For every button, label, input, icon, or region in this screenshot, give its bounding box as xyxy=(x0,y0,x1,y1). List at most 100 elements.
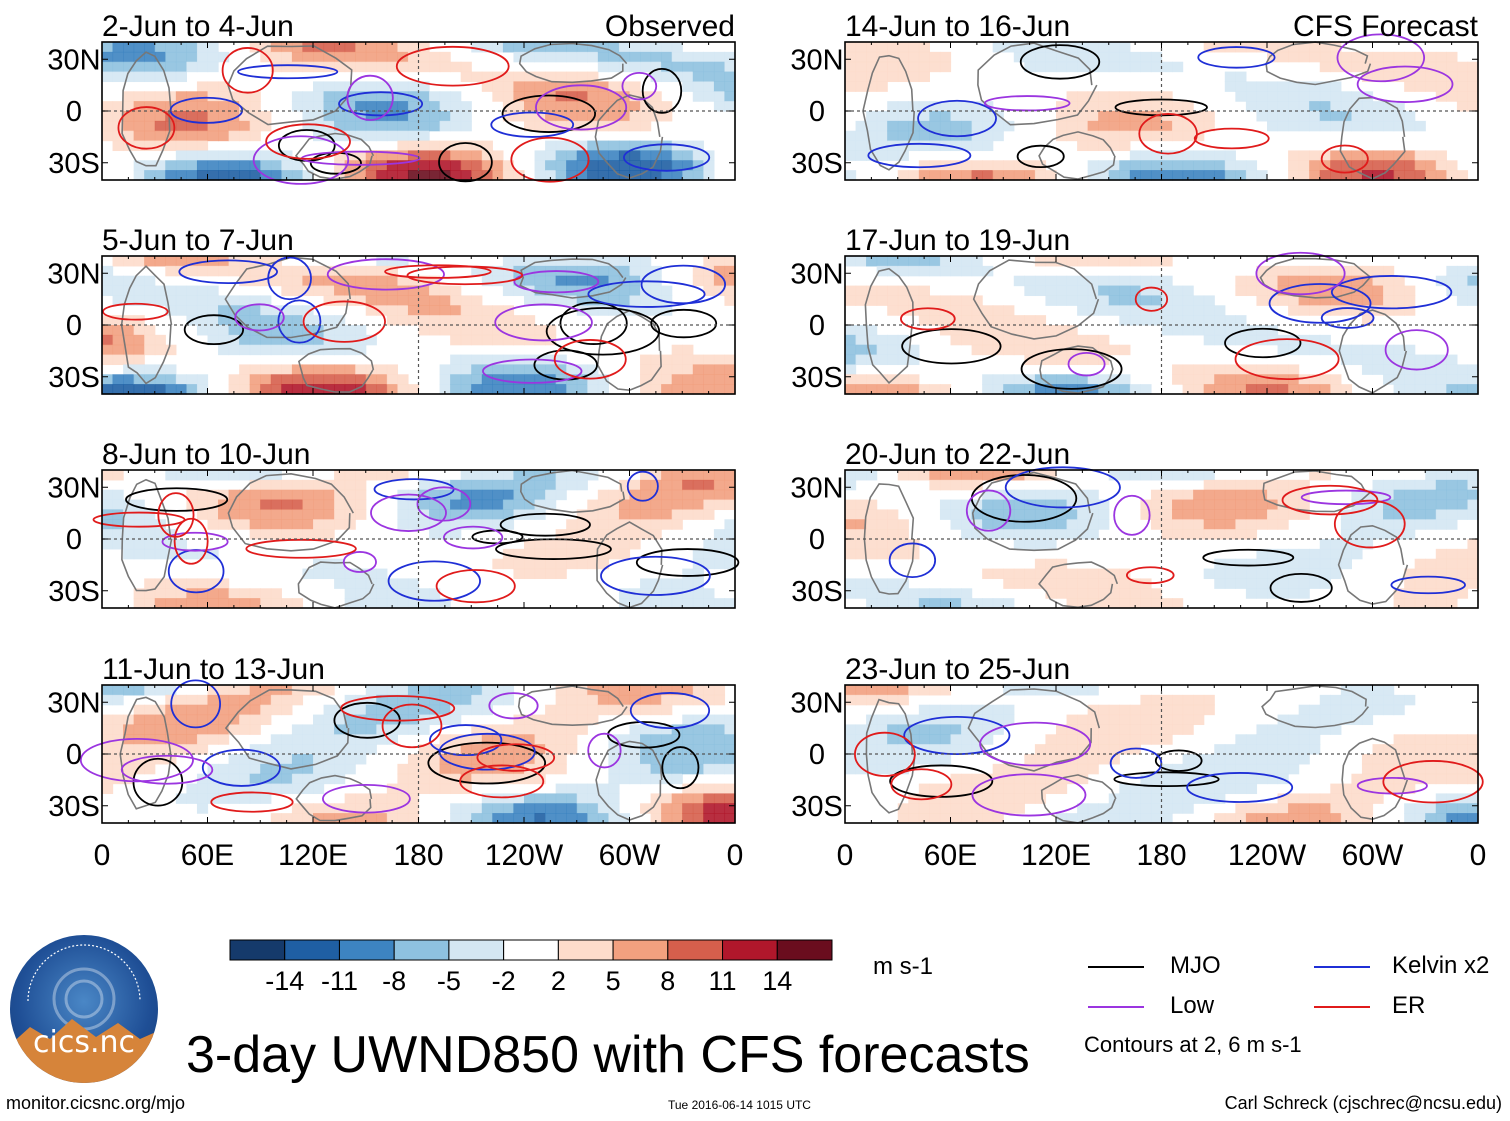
heatmap-cell xyxy=(281,384,293,395)
heatmap-cell xyxy=(650,744,662,755)
heatmap-cell xyxy=(587,548,599,560)
heatmap-cell xyxy=(260,265,272,277)
heatmap-cell xyxy=(386,275,398,287)
heatmap-cell xyxy=(1119,275,1131,287)
heatmap-cell xyxy=(876,81,888,92)
heatmap-cell xyxy=(418,140,430,152)
heatmap-cell xyxy=(1108,256,1120,267)
heatmap-cell xyxy=(618,140,631,152)
heatmap-cell xyxy=(897,470,909,481)
heatmap-cell xyxy=(323,714,335,726)
heatmap-cell xyxy=(1003,509,1015,520)
heatmap-cell xyxy=(481,325,493,336)
heatmap-cell xyxy=(450,694,462,706)
heatmap-cell xyxy=(186,51,198,63)
heatmap-cell xyxy=(355,384,367,395)
heatmap-cell xyxy=(908,470,920,481)
heatmap-cell xyxy=(186,256,198,267)
heatmap-cell xyxy=(249,265,261,277)
heatmap-cell xyxy=(144,548,156,560)
heatmap-cell xyxy=(502,111,515,122)
heatmap-cell xyxy=(429,704,441,716)
heatmap-cell xyxy=(334,120,346,132)
heatmap-cell xyxy=(239,111,251,122)
heatmap-cell xyxy=(365,374,377,385)
heatmap-cell xyxy=(1214,364,1226,375)
heatmap-cell xyxy=(355,61,367,73)
heatmap-cell xyxy=(239,130,251,142)
heatmap-cell xyxy=(1172,598,1184,609)
heatmap-cell xyxy=(502,374,515,385)
heatmap-cell xyxy=(876,295,888,306)
heatmap-cell xyxy=(175,111,187,122)
heatmap-cell xyxy=(1404,744,1416,755)
heatmap-cell xyxy=(439,140,451,152)
heatmap-cell xyxy=(418,130,430,142)
heatmap-cell xyxy=(1267,734,1279,745)
heatmap-cell xyxy=(228,315,240,326)
heatmap-cell xyxy=(1288,384,1300,395)
heatmap-cell xyxy=(703,81,715,92)
heatmap-cell xyxy=(175,256,187,267)
heatmap-cell xyxy=(982,130,994,142)
heatmap-cell xyxy=(123,685,135,696)
heatmap-cell xyxy=(502,803,515,814)
heatmap-cell xyxy=(313,783,325,795)
heatmap-cell xyxy=(855,61,867,73)
heatmap-cell xyxy=(918,754,930,765)
heatmap-cell xyxy=(713,374,726,385)
heatmap-cell xyxy=(1161,724,1173,735)
heatmap-cell xyxy=(597,803,609,814)
contour-kelvin-x2 xyxy=(429,724,503,757)
heatmap-cell xyxy=(355,364,367,375)
heatmap-cell xyxy=(650,374,662,385)
heatmap-cell xyxy=(492,744,504,755)
heatmap-cell xyxy=(1330,120,1342,132)
heatmap-cell xyxy=(1340,783,1352,795)
heatmap-cell xyxy=(1193,704,1205,716)
heatmap-cell xyxy=(855,734,867,745)
heatmap-cell xyxy=(1214,334,1226,346)
heatmap-cell xyxy=(887,120,899,132)
coastline xyxy=(1038,561,1119,609)
heatmap-cell xyxy=(1129,51,1141,63)
heatmap-cell xyxy=(661,499,673,511)
heatmap-cell xyxy=(429,754,441,765)
heatmap-cell xyxy=(1414,763,1426,775)
heatmap-cell xyxy=(982,793,994,804)
heatmap-cell xyxy=(897,519,909,530)
heatmap-cell xyxy=(175,120,187,132)
heatmap-cell xyxy=(1435,470,1447,481)
heatmap-cell xyxy=(112,519,124,530)
source-url[interactable]: monitor.cicsnc.org/mjo xyxy=(6,1093,186,1113)
heatmap-cell xyxy=(1383,364,1395,375)
heatmap-cell xyxy=(1129,101,1141,112)
heatmap-cell xyxy=(640,120,652,132)
heatmap-cell xyxy=(175,71,187,83)
heatmap-cell xyxy=(407,598,420,609)
heatmap-cell xyxy=(1087,374,1099,385)
heatmap-cell xyxy=(207,130,219,142)
heatmap-cell xyxy=(1077,499,1089,511)
heatmap-cell xyxy=(1235,763,1247,775)
heatmap-cell xyxy=(534,275,546,287)
heatmap-cell xyxy=(1245,578,1258,589)
heatmap-cell xyxy=(154,724,166,735)
heatmap-cell xyxy=(713,275,726,287)
heatmap-cell xyxy=(102,285,114,297)
heatmap-cell xyxy=(1098,130,1110,142)
heatmap-cell xyxy=(323,763,335,775)
heatmap-cell xyxy=(492,773,504,785)
heatmap-cell xyxy=(640,694,652,706)
heatmap-cell xyxy=(587,295,599,306)
heatmap-cell xyxy=(207,499,219,511)
heatmap-cell xyxy=(908,71,920,83)
heatmap-cell xyxy=(724,384,736,395)
heatmap-cell xyxy=(1077,763,1089,775)
heatmap-cell xyxy=(1235,91,1247,102)
heatmap-cell xyxy=(587,51,599,63)
heatmap-cell xyxy=(876,529,888,540)
heatmap-cell xyxy=(992,763,1004,775)
heatmap-cell xyxy=(587,783,599,795)
heatmap-cell xyxy=(661,160,673,171)
